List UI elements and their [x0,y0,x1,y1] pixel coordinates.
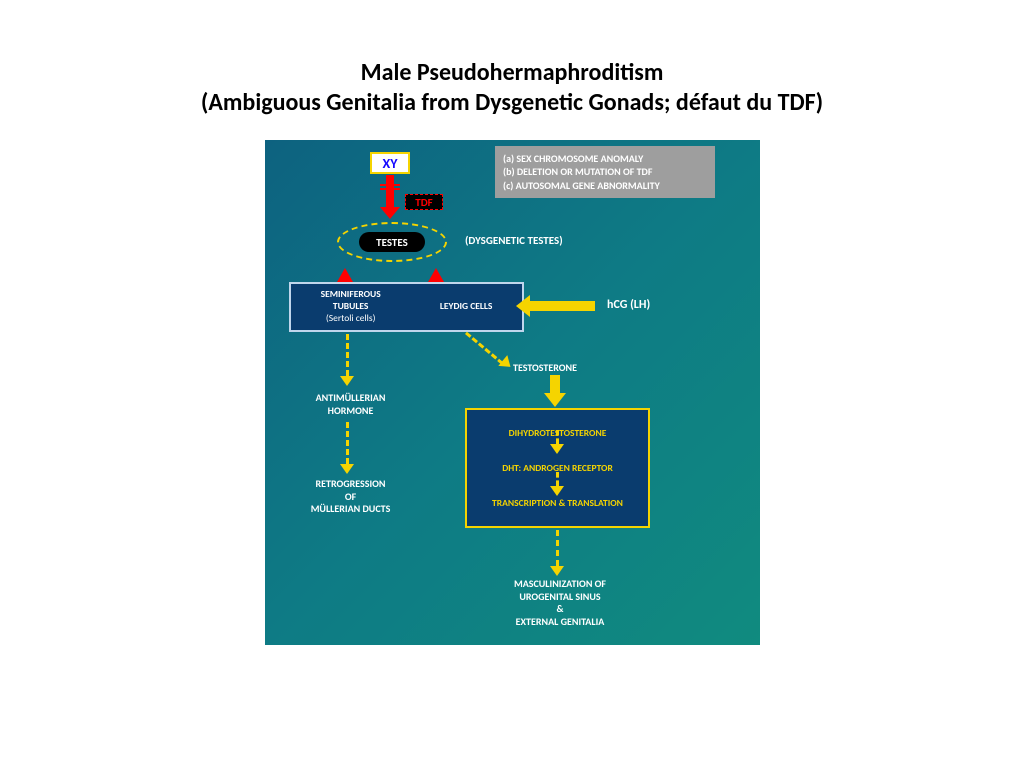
slide-title: Male Pseudohermaphroditism (Ambiguous Ge… [0,58,1024,118]
hormone-path-box: DIHYDROTESTOSTERONE DHT: ANDROGEN RECEPT… [465,408,650,528]
cells-box: SEMINIFEROUS TUBULES (Sertoli cells) LEY… [289,282,524,332]
testes-box: TESTES [359,232,425,252]
cause-b: (b) DELETION OR MUTATION OF TDF [503,165,707,179]
testes-label: TESTES [376,236,408,249]
diagram-container: (a) SEX CHROMOSOME ANOMALY (b) DELETION … [265,140,760,645]
title-line-1: Male Pseudohermaphroditism [0,58,1024,88]
testosterone-label: TESTOSTERONE [513,362,577,375]
title-line-2: (Ambiguous Genitalia from Dysgenetic Gon… [0,88,1024,118]
tdf-label: TDF [415,196,432,209]
hcg-label: hCG (LH) [607,298,650,313]
cause-a: (a) SEX CHROMOSOME ANOMALY [503,152,707,166]
red-block-bars [380,184,400,192]
xy-label: XY [383,155,398,172]
causes-box: (a) SEX CHROMOSOME ANOMALY (b) DELETION … [495,146,715,198]
arrow-testosterone-dht [550,375,560,393]
retrogression-label: RETROGRESSION OF MÜLLERIAN DUCTS [293,478,408,516]
dysgenetic-label: (DYSGENETIC TESTES) [465,234,563,248]
xy-box: XY [370,152,410,174]
seminiferous-cell: SEMINIFEROUS TUBULES (Sertoli cells) [321,289,381,325]
leydig-cell: LEYDIG CELLS [440,301,493,313]
tdf-box: TDF [405,194,443,210]
cause-c: (c) AUTOSOMAL GENE ABNORMALITY [503,179,707,193]
masculinization-label: MASCULINIZATION OF UROGENITAL SINUS & EX… [475,578,645,628]
amh-label: ANTIMÜLLERIAN HORMONE [303,392,398,417]
transcription-label: TRANSCRIPTION & TRANSLATION [492,497,623,509]
